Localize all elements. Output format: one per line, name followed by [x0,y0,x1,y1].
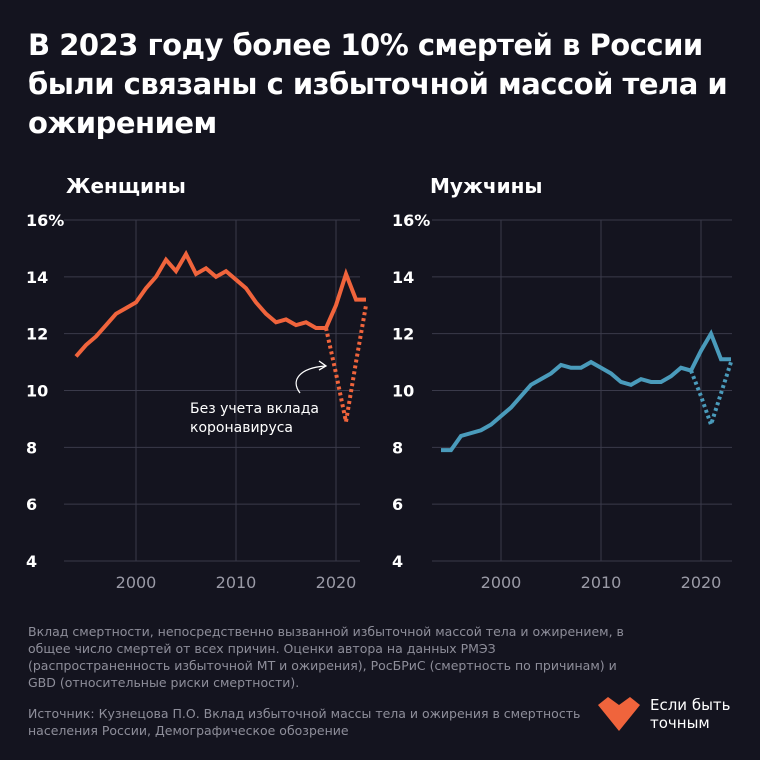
ytick-label: 6 [26,495,37,514]
chart-note: Вклад смертности, непосредственно вызван… [28,624,624,690]
annotation-text: Без учета вклада коронавируса [190,401,319,436]
ytick-label: 12 [26,325,48,344]
series-line [441,329,731,453]
ytick-label: 14 [392,268,414,287]
xtick-label: 2000 [481,573,522,592]
ytick-label: 8 [392,438,403,457]
ytick-label: 10 [26,382,48,401]
chart-title-men: Мужчины [430,174,543,198]
arrowhead-icon [318,360,328,371]
chart-title-women: Женщины [66,174,186,198]
logo-heart-icon [598,697,640,731]
logo-text-1: Если быть [650,696,731,714]
logo: Если быть точным [596,695,731,733]
ytick-label: 4 [26,552,37,571]
ytick-label: 14 [26,268,48,287]
ytick-label: 16% [26,211,64,230]
xtick-label: 2020 [681,573,722,592]
ytick-label: 16% [392,211,430,230]
source-note: Источник: Кузнецова П.О. Вклад избыточно… [28,706,581,738]
series-line-without-covid [689,361,733,431]
xtick-label: 2020 [316,573,357,592]
xtick-label: 2010 [216,573,257,592]
chart-men: 16% 14 12 10 8 6 4 2000 2010 2020 [392,211,733,592]
series-line-without-covid [324,304,368,423]
ytick-label: 8 [26,438,37,457]
annotation-arrow-icon [295,365,326,394]
chart-women: 16% 14 12 10 8 6 4 2000 2010 2020 Без учета вклада… [26,211,368,592]
logo-text-2: точным [650,714,710,732]
ytick-label: 6 [392,495,403,514]
xtick-label: 2000 [116,573,157,592]
xtick-label: 2010 [581,573,622,592]
page-title: В 2023 году более 10% смертей в России б… [28,28,728,140]
ytick-label: 12 [392,325,414,344]
ytick-label: 4 [392,552,403,571]
series-line [74,249,366,358]
ytick-label: 10 [392,382,414,401]
